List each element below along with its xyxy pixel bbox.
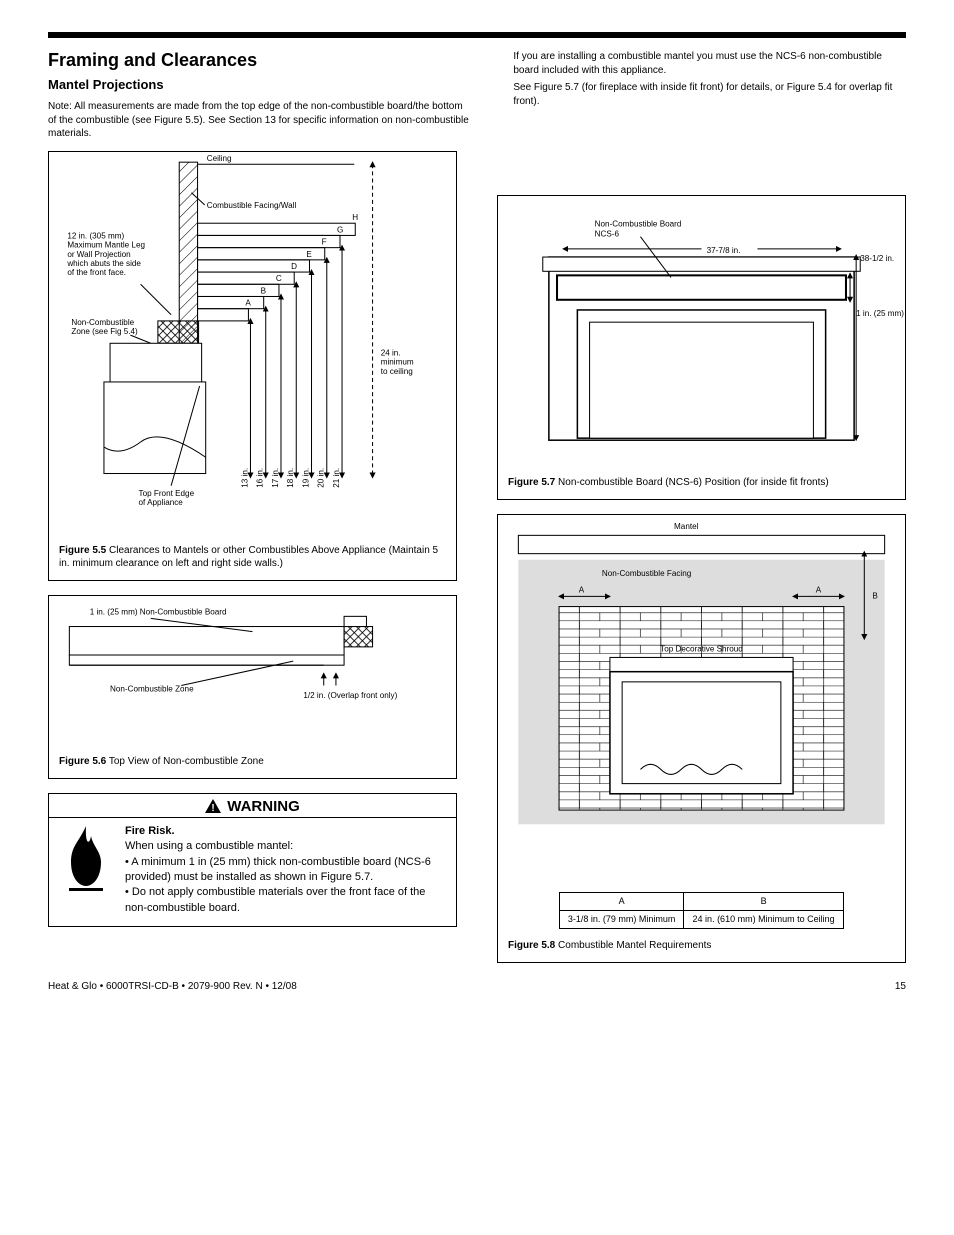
intro-right-text2: See Figure 5.7 (for fireplace with insid… — [513, 81, 906, 108]
label-combustible-wall: Combustible Facing/Wall — [207, 200, 297, 209]
label-top-front-edge: Top Front Edge of Appliance — [139, 488, 197, 506]
fig56-label: Figure 5.6 — [59, 756, 106, 767]
label-A: A — [245, 298, 251, 307]
intro-left-text: Note: All measurements are made from the… — [48, 100, 473, 141]
dim-height: 38-1/2 in. — [860, 254, 894, 263]
warning-box: ! WARNING Fire Risk. When using a combus… — [48, 793, 457, 927]
t-r1c2: B — [684, 892, 844, 910]
dim-18: 18 in. — [286, 467, 295, 487]
label-max-projection: 12 in. (305 mm) Maximum Mantle Leg or Wa… — [66, 231, 147, 277]
subtitle: Mantel Projections — [48, 77, 473, 92]
warning-triangle-icon: ! — [205, 799, 221, 813]
dim-20: 20 in. — [317, 467, 326, 487]
t-r1c1: A — [560, 892, 684, 910]
spacer — [497, 151, 906, 181]
fig55-label: Figure 5.5 — [59, 545, 106, 556]
label-A58: A — [579, 586, 585, 595]
left-column: Ceiling Combustible Facing/Wall — [48, 151, 457, 963]
label-mantel: Mantel — [674, 522, 699, 531]
t-r2c2: 24 in. (610 mm) Minimum to Ceiling — [684, 910, 844, 928]
fig57-caption: Non-combustible Board (NCS-6) Position (… — [558, 477, 829, 488]
fig55-caption: Clearances to Mantels or other Combustib… — [59, 545, 438, 569]
label-G: G — [337, 225, 343, 234]
intro-row: Framing and Clearances Mantel Projection… — [48, 50, 906, 141]
figure-5-7: Non-Combustible Board NCS-6 37-7/8 in. 3… — [497, 195, 906, 501]
intro-right-text1: If you are installing a combustible mant… — [513, 50, 906, 77]
label-D: D — [291, 262, 297, 271]
label-noncomb-facing: Non-Combustible Facing — [602, 569, 691, 578]
label-ceiling: Ceiling — [207, 154, 232, 163]
dim-24: 24 in. minimum to ceiling — [381, 348, 416, 375]
figure-5-5: Ceiling Combustible Facing/Wall — [48, 151, 457, 582]
label-C: C — [276, 274, 282, 283]
warning-heading: WARNING — [227, 798, 300, 815]
label-half-in: 1/2 in. (Overlap front only) — [303, 691, 397, 700]
label-noncomb-zone: Non-Combustible Zone (see Fig 5.4) — [71, 317, 138, 335]
label-F: F — [322, 237, 327, 246]
dim-19: 19 in. — [301, 467, 310, 487]
figure-5-8-drawing: Mantel Non-Combustible Facing Top Decora… — [498, 515, 905, 891]
divider-rule — [48, 32, 906, 38]
label-shroud: Top Decorative Shroud — [660, 645, 743, 654]
svg-text:!: ! — [212, 803, 215, 813]
label-H: H — [352, 213, 358, 222]
figure-5-8: Mantel Non-Combustible Facing Top Decora… — [497, 514, 906, 962]
figure-5-6: 1 in. (25 mm) Non-Combustible Board Non-… — [48, 595, 457, 779]
fig58-caption: Combustible Mantel Requirements — [558, 940, 711, 951]
fig58-label: Figure 5.8 — [508, 940, 555, 951]
fig57-label: Figure 5.7 — [508, 477, 555, 488]
label-A58b: A — [816, 586, 822, 595]
label-noncomb-board: 1 in. (25 mm) Non-Combustible Board — [90, 607, 227, 616]
fig56-caption: Top View of Non-combustible Zone — [109, 756, 264, 767]
footer-left: Heat & Glo • 6000TRSI-CD-B • 2079-900 Re… — [48, 981, 297, 992]
warning-text: Fire Risk. When using a combustible mant… — [125, 824, 448, 916]
t-r2c1: 3-1/8 in. (79 mm) Minimum — [560, 910, 684, 928]
figure-5-6-drawing: 1 in. (25 mm) Non-Combustible Board Non-… — [49, 596, 456, 749]
label-B58: B — [872, 592, 877, 601]
figure-5-5-drawing: Ceiling Combustible Facing/Wall — [49, 152, 456, 539]
dim-21: 21 in. — [332, 467, 341, 487]
label-E: E — [306, 249, 312, 258]
dim-width: 37-7/8 in. — [707, 245, 741, 254]
section-title: Framing and Clearances — [48, 50, 473, 71]
fig58-table: A B 3-1/8 in. (79 mm) Minimum 24 in. (61… — [559, 892, 844, 929]
label-ncs6: Non-Combustible Board NCS-6 — [595, 219, 684, 238]
label-B: B — [261, 286, 266, 295]
dim-17: 17 in. — [271, 467, 280, 487]
flame-icon — [59, 824, 113, 894]
dim-13: 13 in. — [240, 467, 249, 487]
footer-page-number: 15 — [895, 981, 906, 992]
dim-16: 16 in. — [256, 467, 265, 487]
page-footer: Heat & Glo • 6000TRSI-CD-B • 2079-900 Re… — [48, 981, 906, 992]
right-column: Non-Combustible Board NCS-6 37-7/8 in. 3… — [497, 151, 906, 963]
figure-5-7-drawing: Non-Combustible Board NCS-6 37-7/8 in. 3… — [498, 196, 905, 471]
dim-thickness: 1 in. (25 mm) — [856, 309, 904, 318]
